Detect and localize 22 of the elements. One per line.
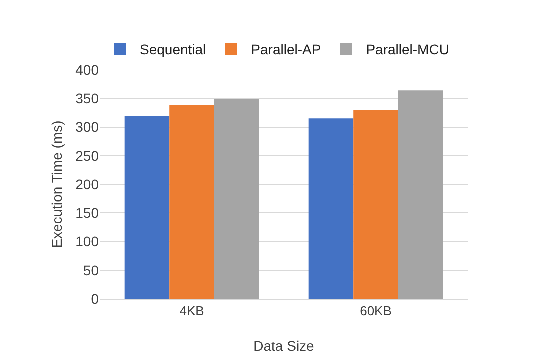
y-tick-label: 200 bbox=[76, 176, 100, 192]
bar bbox=[398, 90, 444, 299]
legend-label: Parallel-AP bbox=[251, 41, 322, 58]
x-tick-label: 60KB bbox=[360, 304, 392, 319]
bar bbox=[308, 118, 354, 299]
y-tick-label: 100 bbox=[76, 234, 100, 250]
y-tick-label: 150 bbox=[76, 205, 100, 222]
y-tick-label: 50 bbox=[83, 262, 100, 278]
bar bbox=[124, 116, 170, 299]
x-tick-label: 4KB bbox=[180, 304, 204, 319]
y-tick-label: 300 bbox=[76, 119, 100, 136]
y-tick-label: 350 bbox=[76, 90, 100, 107]
x-axis-title: Data Size bbox=[254, 338, 315, 354]
y-tick-label: 250 bbox=[76, 148, 100, 164]
y-axis-title: Execution Time (ms) bbox=[49, 120, 65, 248]
legend-label: Sequential bbox=[140, 41, 206, 58]
y-tick-label: 0 bbox=[91, 290, 100, 307]
bar bbox=[214, 99, 260, 299]
legend-label: Parallel-MCU bbox=[366, 41, 450, 58]
y-tick-label: 400 bbox=[76, 62, 100, 78]
bar bbox=[170, 106, 214, 299]
bar bbox=[354, 110, 398, 299]
